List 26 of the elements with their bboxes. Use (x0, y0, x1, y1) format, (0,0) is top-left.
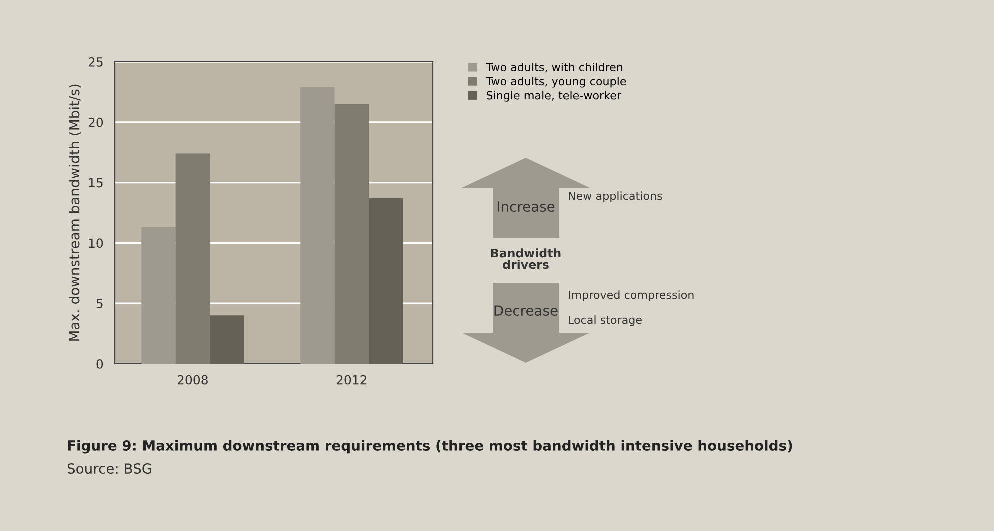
legend-label: Two adults, young couple (486, 77, 626, 88)
y-tick-label: 10 (89, 238, 104, 248)
text: Local storage (569, 316, 642, 326)
text: Increase (498, 202, 555, 212)
legend-label: Two adults, with children (486, 62, 623, 73)
y-axis-title: Max. downstream bandwidth (Mbit/s) (68, 84, 82, 341)
bar (142, 227, 176, 364)
text: Decrease (494, 306, 558, 316)
y-tick-label: 0 (96, 359, 104, 369)
y-tick-label: 15 (89, 178, 103, 188)
bar (300, 87, 335, 364)
y-tick-label: 20 (88, 118, 104, 128)
text: Figure 9: Maximum downstream requirements (three most bandwidth intensive households) (68, 440, 792, 454)
bar (210, 316, 244, 364)
x-tick-label: 2012 (336, 375, 367, 385)
source-note: Source: BSG (68, 464, 152, 474)
bar (334, 104, 370, 364)
text: Bandwidth drivers (491, 248, 561, 270)
legend-label: Single male, tele-worker (486, 91, 622, 102)
y-tick-label: 5 (96, 299, 103, 309)
text: Improved compression (569, 290, 694, 302)
x-tick-label: 2008 (178, 375, 208, 385)
bar (369, 198, 404, 364)
text: New applications (569, 192, 662, 202)
y-tick-label: 25 (88, 57, 103, 67)
bar (176, 154, 210, 364)
